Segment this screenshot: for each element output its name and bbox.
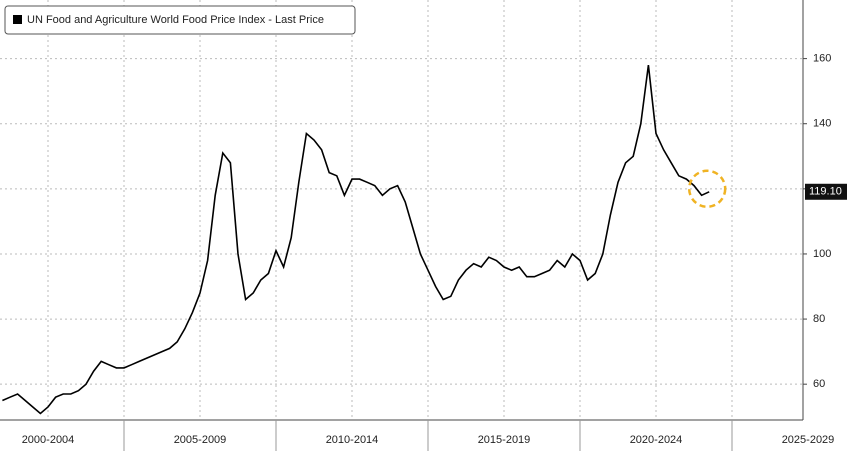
- x-tick-label: 2025-2029: [782, 434, 835, 446]
- price-line: [2, 64, 710, 415]
- last-price-box: [805, 183, 847, 200]
- x-tick-label: 2005-2009: [174, 434, 227, 446]
- y-tick-label: 60: [813, 378, 825, 390]
- legend-label: UN Food and Agriculture World Food Price…: [27, 14, 324, 26]
- y-tick-label: 140: [813, 118, 831, 130]
- legend-box: [4, 5, 356, 35]
- x-tick-label: 2015-2019: [478, 434, 531, 446]
- x-tick-label: 2020-2024: [630, 434, 683, 446]
- y-tick-label: 160: [813, 53, 831, 65]
- highlight-circle: [687, 169, 727, 209]
- y-tick-label: 100: [813, 248, 831, 260]
- x-tick-label: 2000-2004: [22, 434, 75, 446]
- y-tick-label: 80: [813, 313, 825, 325]
- x-tick-label: 2010-2014: [326, 434, 379, 446]
- last-price-label: 119.10: [809, 186, 842, 198]
- legend-swatch: [13, 15, 22, 24]
